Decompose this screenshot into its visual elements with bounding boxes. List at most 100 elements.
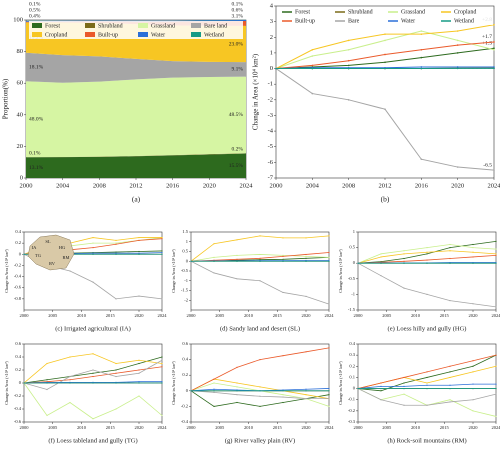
point: [495, 416, 496, 417]
point: [161, 238, 162, 239]
legend-label: Shrubland: [348, 9, 373, 15]
point: [236, 367, 237, 368]
point: [493, 41, 495, 43]
y-axis-label: Change in Area (×10⁴ km²): [171, 361, 176, 405]
point: [495, 306, 496, 307]
legend-label: Grassland: [151, 23, 175, 29]
y-tick-label: 0.4: [15, 229, 21, 234]
y-tick-label: -0.2: [14, 262, 21, 267]
y-tick-label: 0.2: [15, 240, 21, 245]
line: [358, 263, 496, 307]
x-tick-label: 2000: [187, 313, 197, 318]
point: [138, 240, 139, 241]
y-tick-label: -0.4: [14, 406, 22, 411]
point: [305, 261, 306, 262]
point: [495, 255, 496, 256]
point: [380, 275, 381, 276]
point: [457, 52, 459, 54]
x-tick-label: 2020: [302, 425, 312, 430]
point: [426, 247, 427, 248]
x-tick-label: 2000: [20, 313, 30, 318]
point: [449, 401, 450, 402]
point: [472, 256, 473, 257]
value-label: 0.4%: [29, 13, 41, 19]
x-tick-label: 2020: [451, 182, 464, 189]
y-tick-label: -0.6: [14, 419, 22, 424]
point: [236, 239, 237, 240]
point: [426, 371, 427, 372]
y-tick-label: 0.4: [349, 341, 355, 346]
x-tick-label: 2008: [342, 182, 355, 189]
point: [138, 295, 139, 296]
point: [328, 257, 329, 258]
point: [92, 253, 93, 254]
x-tick-label: 2020: [469, 313, 479, 318]
point: [275, 68, 277, 70]
point: [495, 366, 496, 367]
point: [472, 384, 473, 385]
point: [161, 360, 162, 361]
x-tick-label: 2000: [354, 313, 364, 318]
point: [493, 24, 495, 26]
y-tick-label: 20: [17, 143, 24, 150]
value-label: 0.5%: [29, 7, 41, 13]
point: [46, 382, 47, 383]
point: [472, 399, 473, 400]
x-tick-label: 2000: [20, 425, 30, 430]
point: [213, 392, 214, 393]
point: [236, 390, 237, 391]
point: [495, 388, 496, 389]
point: [421, 66, 423, 68]
point: [403, 405, 404, 406]
point: [312, 49, 314, 51]
y-tick-label: 0.6: [182, 341, 188, 346]
point: [69, 376, 70, 377]
point: [449, 385, 450, 386]
y-tick-label: 0.4: [15, 354, 21, 359]
point: [161, 298, 162, 299]
point: [115, 244, 116, 245]
point: [46, 363, 47, 364]
map-label: HG: [59, 245, 66, 250]
value-label: +1.7: [482, 34, 492, 40]
point: [384, 68, 386, 70]
x-tick-label: 2010: [244, 313, 254, 318]
y-tick-label: -0.5: [348, 276, 356, 281]
legend-label: Water: [401, 18, 415, 24]
point: [495, 394, 496, 395]
x-tick-label: 2010: [411, 313, 421, 318]
point: [426, 259, 427, 260]
point: [472, 410, 473, 411]
point: [138, 382, 139, 383]
x-tick-label: 2000: [354, 425, 364, 430]
x-tick-label: 2000: [270, 182, 283, 189]
point: [357, 263, 358, 264]
point: [115, 243, 116, 244]
point: [457, 166, 459, 168]
point: [328, 261, 329, 262]
y-tick-label: 0.6: [15, 341, 21, 346]
point: [161, 366, 162, 367]
point: [449, 247, 450, 248]
x-tick-label: 2024: [325, 425, 335, 430]
point: [213, 379, 214, 380]
point: [115, 408, 116, 409]
point: [236, 259, 237, 260]
point: [449, 388, 450, 389]
point: [138, 363, 139, 364]
point: [161, 381, 162, 382]
point: [259, 261, 260, 262]
point: [328, 304, 329, 305]
point: [92, 382, 93, 383]
line: [191, 348, 329, 391]
point: [138, 251, 139, 252]
y-tick-label: 0: [186, 258, 189, 263]
point: [46, 379, 47, 380]
point: [328, 394, 329, 395]
point: [426, 252, 427, 253]
point: [190, 390, 191, 391]
line: [276, 69, 494, 171]
line: [24, 354, 162, 383]
